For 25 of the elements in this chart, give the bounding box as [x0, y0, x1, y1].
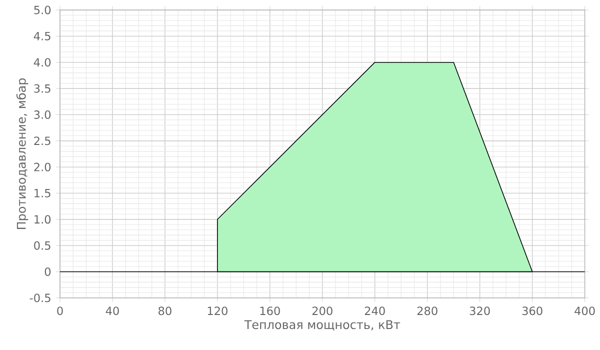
y-tick-label: -0.5: [30, 294, 50, 302]
x-tick-label: 120: [208, 306, 228, 316]
y-tick-label: 2.0: [34, 162, 51, 172]
x-tick-label: 320: [470, 306, 490, 316]
y-tick-label: 0.5: [34, 241, 50, 250]
y-tick-label: 4.5: [34, 32, 50, 40]
x-tick-label: 360: [522, 306, 542, 316]
y-tick-label: 2.5: [34, 136, 50, 146]
y-tick-label: 1.5: [34, 189, 50, 198]
y-tick-label: 1.0: [34, 215, 51, 224]
y-tick-label: 3.0: [34, 110, 51, 120]
y-tick-label: 5.0: [34, 6, 51, 14]
x-tick-label: 160: [260, 306, 280, 316]
x-tick-label: 40: [106, 306, 119, 316]
x-axis-title: Тепловая мощность, кВт: [244, 320, 400, 331]
y-tick-label: 4.0: [34, 58, 51, 67]
y-tick-label: 3.5: [34, 84, 50, 93]
x-tick-label: 200: [312, 306, 332, 316]
x-tick-label: 0: [57, 306, 63, 316]
x-tick-label: 240: [364, 306, 385, 316]
y-tick-label: 0: [44, 268, 51, 276]
x-tick-label: 80: [158, 306, 172, 316]
x-tick-label: 280: [417, 306, 438, 316]
x-tick-label: 400: [574, 306, 595, 316]
y-axis-title: Противодавление, мбар: [16, 78, 28, 230]
